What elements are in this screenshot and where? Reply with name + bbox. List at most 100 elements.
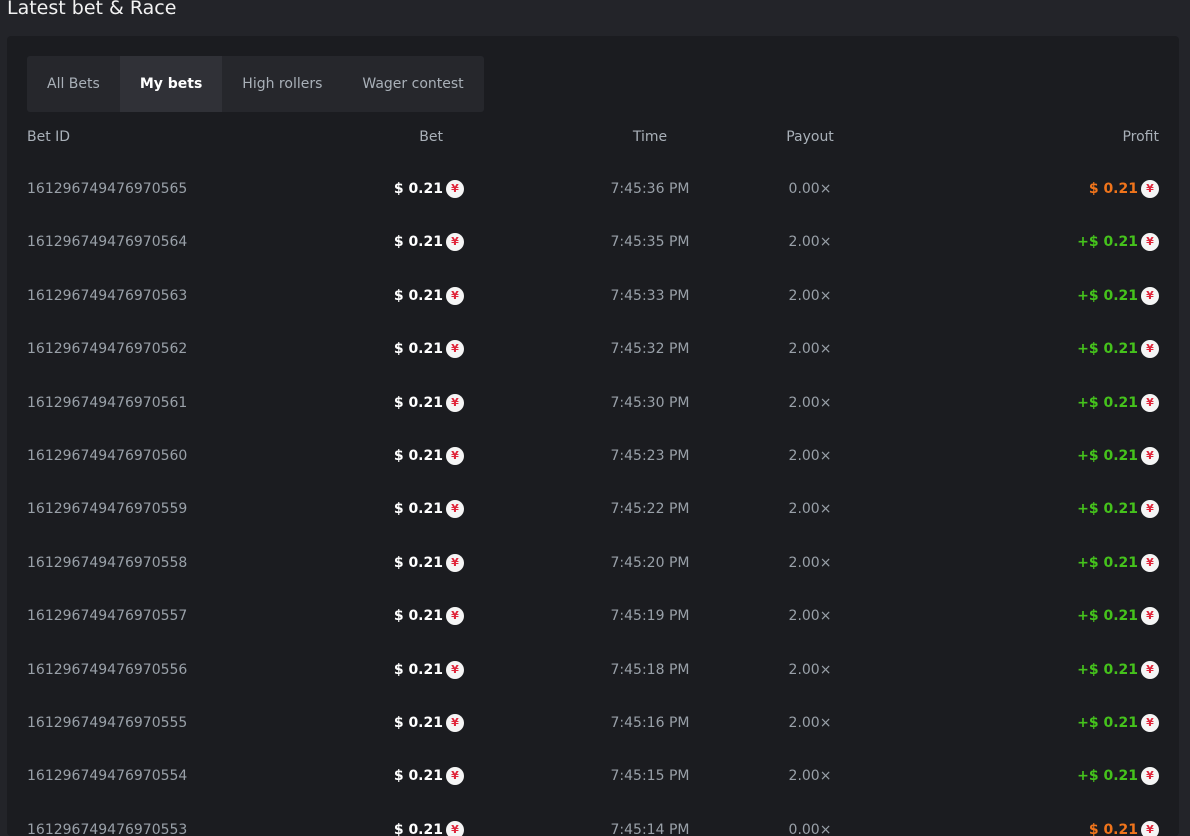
profit-amount: +$ 0.21 ¥ <box>1077 713 1159 733</box>
bet-id: 161296749476970556 <box>27 661 188 678</box>
profit-amount: +$ 0.21 ¥ <box>1077 660 1159 680</box>
bet-time: 7:45:19 PM <box>610 608 690 625</box>
bet-time: 7:45:35 PM <box>610 234 690 251</box>
page-title: Latest bet & Race <box>7 0 177 19</box>
currency-icon: ¥ <box>446 553 464 572</box>
currency-icon: ¥ <box>1141 233 1159 252</box>
bet-time: 7:45:36 PM <box>610 181 690 197</box>
profit-text: +$ 0.21 <box>1077 448 1138 464</box>
bet-time: 7:45:30 PM <box>610 394 690 411</box>
column-header: Profit <box>1122 129 1159 145</box>
bet-amount: $ 0.21 ¥ <box>394 393 464 413</box>
profit-amount: +$ 0.21 ¥ <box>1077 766 1159 786</box>
profit-text: +$ 0.21 <box>1077 341 1138 358</box>
bet-id: 161296749476970553 <box>27 821 188 836</box>
profit-text: +$ 0.21 <box>1077 608 1138 625</box>
bet-text: $ 0.21 <box>393 608 443 625</box>
payout: 2.00× <box>788 341 832 358</box>
bet-amount: $ 0.21 ¥ <box>394 766 464 786</box>
profit-text: +$ 0.21 <box>1077 501 1138 518</box>
profit-text: +$ 0.21 <box>1077 661 1138 678</box>
currency-icon: ¥ <box>446 340 464 359</box>
profit-text: +$ 0.21 <box>1077 287 1138 304</box>
currency-icon: ¥ <box>1141 820 1159 836</box>
bet-time: 7:45:32 PM <box>610 341 690 358</box>
payout: 2.00× <box>788 768 832 785</box>
currency-icon: ¥ <box>446 393 464 412</box>
bet-amount: $ 0.21 ¥ <box>394 179 464 199</box>
currency-icon: ¥ <box>1141 393 1159 412</box>
column-header: Bet ID <box>27 129 71 145</box>
profit-amount: $ 0.21 ¥ <box>1089 179 1159 199</box>
column-header: Bet <box>419 129 443 145</box>
tab-bar: All Bets My bets High rollers Wager contest <box>27 56 484 112</box>
profit-amount: +$ 0.21 ¥ <box>1077 606 1159 626</box>
bet-text: $ 0.21 <box>393 661 443 678</box>
bet-id: 161296749476970563 <box>27 287 188 304</box>
currency-icon: ¥ <box>446 660 464 679</box>
currency-icon: ¥ <box>446 500 464 519</box>
bet-text: $ 0.21 <box>393 715 443 731</box>
bet-text: $ 0.21 <box>393 768 443 785</box>
currency-icon: ¥ <box>1141 553 1159 572</box>
bet-id: 161296749476970557 <box>27 608 188 625</box>
profit-amount: +$ 0.21 ¥ <box>1077 339 1159 359</box>
currency-icon: ¥ <box>1141 660 1159 679</box>
tab[interactable]: All Bets <box>47 76 100 92</box>
tab[interactable]: High rollers <box>242 76 323 92</box>
bet-amount: $ 0.21 ¥ <box>394 446 464 466</box>
bet-amount: $ 0.21 ¥ <box>394 339 464 359</box>
profit-text: +$ 0.21 <box>1077 234 1138 251</box>
currency-icon: ¥ <box>1141 500 1159 519</box>
currency-icon: ¥ <box>446 233 464 252</box>
bet-id: 161296749476970559 <box>27 501 188 518</box>
bet-time: 7:45:14 PM <box>610 821 690 836</box>
bet-amount: $ 0.21 ¥ <box>394 820 464 836</box>
bet-id: 161296749476970558 <box>27 554 188 571</box>
bet-text: $ 0.21 <box>393 181 443 197</box>
bet-amount: $ 0.21 ¥ <box>394 232 464 252</box>
bet-time: 7:45:20 PM <box>610 554 690 571</box>
column-header: Payout <box>786 129 834 145</box>
payout: 2.00× <box>788 608 832 625</box>
currency-icon: ¥ <box>1141 714 1159 732</box>
currency-icon: ¥ <box>1141 767 1159 786</box>
bet-time: 7:45:15 PM <box>610 768 690 785</box>
profit-amount: +$ 0.21 ¥ <box>1077 446 1159 466</box>
bet-id: 161296749476970562 <box>27 341 188 358</box>
profit-amount: $ 0.21 ¥ <box>1089 820 1159 836</box>
currency-icon: ¥ <box>1141 286 1159 305</box>
bet-time: 7:45:33 PM <box>610 287 690 304</box>
profit-text: +$ 0.21 <box>1077 394 1138 411</box>
bet-amount: $ 0.21 ¥ <box>394 660 464 680</box>
currency-icon: ¥ <box>446 607 464 626</box>
tab[interactable]: My bets <box>119 56 223 112</box>
bet-amount: $ 0.21 ¥ <box>394 499 464 519</box>
profit-amount: +$ 0.21 ¥ <box>1077 393 1159 413</box>
currency-icon: ¥ <box>1141 447 1159 465</box>
bets-panel: All Bets My bets High rollers Wager contest… <box>7 36 1179 836</box>
currency-icon: ¥ <box>446 286 464 305</box>
bet-time: 7:45:16 PM <box>610 715 690 731</box>
payout: 2.00× <box>788 287 832 304</box>
bet-text: $ 0.21 <box>393 501 443 518</box>
bet-amount: $ 0.21 ¥ <box>394 553 464 573</box>
profit-text: $ 0.21 <box>1088 181 1138 197</box>
payout: 2.00× <box>788 448 832 464</box>
profit-text: +$ 0.21 <box>1077 768 1138 785</box>
bet-text: $ 0.21 <box>393 448 443 464</box>
payout: 2.00× <box>788 501 832 518</box>
bet-time: 7:45:22 PM <box>610 501 690 518</box>
column-header: Time <box>632 129 668 145</box>
profit-text: +$ 0.21 <box>1077 715 1138 731</box>
tab[interactable]: Wager contest <box>362 76 464 92</box>
payout: 0.00× <box>788 821 832 836</box>
currency-icon: ¥ <box>1141 180 1159 198</box>
profit-amount: +$ 0.21 ¥ <box>1077 499 1159 519</box>
currency-icon: ¥ <box>446 180 464 198</box>
profit-amount: +$ 0.21 ¥ <box>1077 553 1159 573</box>
bet-id: 161296749476970565 <box>27 181 188 197</box>
bet-text: $ 0.21 <box>393 287 443 304</box>
profit-amount: +$ 0.21 ¥ <box>1077 232 1159 252</box>
currency-icon: ¥ <box>446 820 464 836</box>
